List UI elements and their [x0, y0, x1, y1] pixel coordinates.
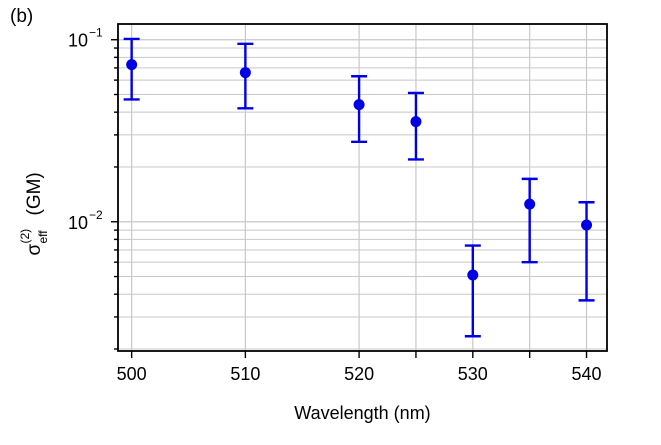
- y-tick-label: 10: [68, 213, 88, 233]
- marker: [353, 99, 365, 111]
- y-axis-label-superscript: (2): [18, 229, 32, 244]
- y-tick-label: 10: [68, 31, 88, 51]
- y-tick-label-exponent: −2: [89, 208, 103, 222]
- marker: [524, 198, 536, 210]
- x-tick-label: 500: [117, 364, 147, 384]
- x-axis-label: Wavelength (nm): [294, 403, 430, 423]
- data-point: [578, 201, 595, 302]
- marker: [410, 116, 422, 128]
- x-tick-label: 520: [344, 364, 374, 384]
- y-axis-label-symbol: σ: [24, 244, 45, 256]
- x-tick-label: 510: [230, 364, 260, 384]
- marker: [467, 269, 479, 281]
- y-tick-label-exponent: −1: [89, 26, 103, 40]
- y-axis-label-subscript: eff: [36, 230, 50, 244]
- marker: [126, 59, 138, 71]
- y-axis-label-unit: (GM): [24, 172, 45, 215]
- panel-label: (b): [10, 6, 34, 27]
- y-axis-label: σ(2) eff (GM): [18, 172, 50, 255]
- plot-frame: [117, 23, 608, 352]
- data-point: [464, 244, 481, 338]
- axis-ticks: [111, 39, 588, 358]
- marker: [581, 219, 593, 231]
- data-point: [521, 177, 538, 264]
- marker: [239, 67, 251, 79]
- grid: [118, 24, 607, 351]
- data-point: [123, 37, 140, 101]
- x-tick-label: 540: [572, 364, 602, 384]
- data-point: [237, 42, 254, 110]
- data-point: [351, 75, 368, 143]
- series-points: [123, 37, 595, 338]
- data-point: [407, 91, 424, 161]
- x-tick-label: 530: [458, 364, 488, 384]
